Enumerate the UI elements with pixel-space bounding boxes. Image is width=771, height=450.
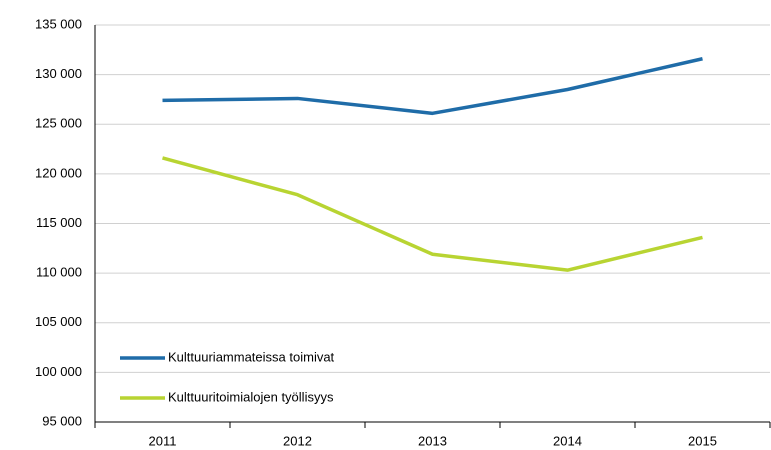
y-tick-label: 120 000: [35, 165, 82, 180]
x-tick-label: 2014: [553, 433, 582, 448]
y-tick-label: 125 000: [35, 116, 82, 131]
series-line: [162, 156, 703, 272]
y-tick-label: 115 000: [36, 215, 82, 230]
y-tick-label: 110 000: [36, 265, 82, 280]
x-tick-label: 2015: [688, 433, 717, 448]
x-tick-label: 2011: [149, 433, 177, 448]
y-tick-label: 100 000: [35, 364, 82, 379]
legend-label: Kulttuuriammateissa toimivat: [168, 349, 335, 364]
x-tick-label: 2012: [283, 433, 312, 448]
y-tick-label: 130 000: [35, 66, 82, 81]
legend-label: Kulttuuritoimialojen työllisyys: [168, 389, 334, 404]
y-tick-label: 95 000: [42, 413, 82, 428]
x-tick-label: 2013: [418, 433, 447, 448]
series-line: [162, 57, 703, 116]
y-tick-label: 135 000: [35, 16, 82, 31]
y-tick-label: 105 000: [35, 314, 82, 329]
